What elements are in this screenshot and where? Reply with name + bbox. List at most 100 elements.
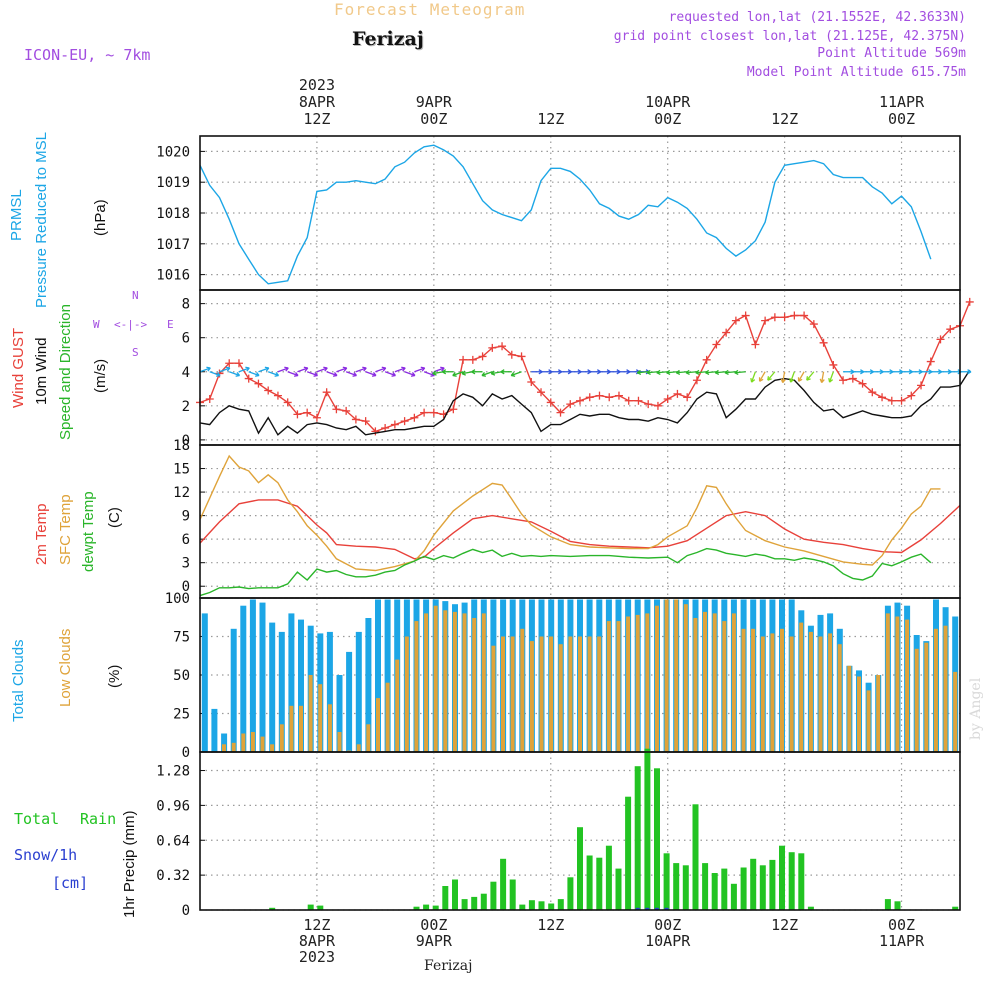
precipitation-bar bbox=[538, 901, 545, 910]
top-time-tick: 10APR 00Z bbox=[628, 94, 708, 128]
time-tick-line: 2023 bbox=[298, 76, 335, 94]
clouds-bar bbox=[664, 599, 669, 752]
clouds-bar bbox=[481, 613, 486, 752]
wind-arrow-head bbox=[666, 369, 671, 376]
gust-marker bbox=[293, 410, 302, 419]
precipitation-bar bbox=[798, 853, 805, 910]
clouds-bar bbox=[336, 675, 343, 752]
gust-marker bbox=[644, 400, 653, 409]
clouds-bar bbox=[703, 611, 707, 752]
clouds-bar bbox=[866, 690, 871, 752]
precipitation-bar bbox=[567, 877, 574, 910]
precipitation-bar bbox=[711, 873, 718, 910]
clouds-bar bbox=[395, 659, 400, 752]
gust-marker bbox=[731, 316, 740, 325]
clouds-bar bbox=[385, 682, 390, 752]
time-tick-line: 10APR bbox=[645, 93, 691, 111]
bottom-time-tick: 00Z 10APR bbox=[628, 917, 708, 949]
wind-arrow bbox=[277, 367, 289, 373]
wind-arrow-head bbox=[206, 366, 211, 372]
precipitation-bar bbox=[625, 796, 632, 910]
precipitation-bar bbox=[788, 852, 795, 910]
gust-marker bbox=[303, 408, 312, 417]
clouds-bar bbox=[731, 613, 736, 752]
clouds-bar bbox=[520, 628, 525, 752]
gust-marker bbox=[634, 396, 643, 405]
wind-arrow-head bbox=[293, 372, 299, 377]
precipitation-bar bbox=[654, 907, 659, 910]
precipitation-bar bbox=[432, 905, 439, 910]
wind-arrow-head bbox=[758, 377, 764, 382]
clouds-bar bbox=[365, 618, 372, 752]
wind-arrow-head bbox=[510, 372, 516, 377]
clouds-bar bbox=[895, 616, 900, 752]
gust-marker bbox=[761, 316, 770, 325]
clouds-bar bbox=[326, 631, 333, 752]
clouds-bar bbox=[876, 675, 881, 752]
compass-w: W bbox=[93, 318, 100, 331]
temperature-panel: 0 3 6 9 12 15 18 bbox=[173, 438, 961, 599]
wind-arrow bbox=[751, 371, 756, 383]
precipitation-bar bbox=[634, 766, 641, 910]
precipitation-bar bbox=[740, 867, 747, 910]
wind-arrow bbox=[685, 371, 697, 374]
wind-arrow bbox=[248, 371, 260, 377]
ytick-label: 0.32 bbox=[156, 868, 190, 884]
time-tick-line: 00Z bbox=[420, 110, 448, 128]
ytick-label: 100 bbox=[165, 591, 190, 607]
gust-marker bbox=[790, 311, 799, 320]
pressure-panel: 1016 1017 1018 1019 1020 bbox=[156, 135, 961, 291]
clouds-bar bbox=[355, 631, 362, 752]
ytick-label: 25 bbox=[173, 707, 190, 723]
gust-marker bbox=[839, 376, 848, 385]
clouds-bar bbox=[260, 736, 265, 752]
wind-arrow-head bbox=[656, 369, 661, 376]
clouds-bar bbox=[558, 644, 563, 752]
gust-marker bbox=[624, 396, 633, 405]
precipitation-bar bbox=[490, 881, 497, 910]
gust-marker bbox=[751, 340, 760, 349]
clouds-bar bbox=[885, 613, 890, 752]
wind-arrow bbox=[336, 367, 347, 373]
clouds-bar bbox=[231, 742, 236, 752]
clouds-bar bbox=[501, 636, 505, 752]
wind-arrow bbox=[287, 371, 299, 377]
clouds-bar bbox=[770, 633, 775, 752]
wind-arrow-head bbox=[819, 378, 825, 384]
clouds-bar bbox=[249, 599, 256, 752]
clouds-bar bbox=[760, 636, 765, 752]
gust-marker bbox=[605, 393, 614, 402]
clouds-bar bbox=[857, 676, 861, 752]
wind-arrow-head bbox=[806, 376, 811, 381]
wind-arrow-head bbox=[255, 372, 260, 377]
clouds-bar bbox=[491, 645, 496, 752]
wind-arrow bbox=[365, 371, 377, 377]
ytick-label: 15 bbox=[173, 462, 190, 478]
clouds-bar bbox=[712, 613, 717, 752]
gust-marker bbox=[351, 415, 360, 424]
clouds-bar bbox=[279, 724, 284, 752]
gust-marker bbox=[917, 381, 926, 390]
gust-marker bbox=[381, 423, 390, 432]
wind-arrow bbox=[481, 371, 493, 377]
wind-arrow-head bbox=[342, 366, 348, 372]
time-tick-line: 9APR bbox=[415, 932, 452, 950]
clouds-bar bbox=[953, 671, 958, 752]
precipitation-bar bbox=[452, 879, 458, 910]
clouds-bar bbox=[327, 704, 332, 752]
clouds-bar bbox=[259, 602, 266, 752]
ytick-label: 4 bbox=[182, 365, 190, 381]
gust-marker bbox=[205, 395, 214, 404]
precipitation-bar bbox=[664, 907, 669, 910]
clouds-bar bbox=[799, 622, 804, 752]
clouds-bar bbox=[693, 618, 698, 752]
time-tick-line: 00Z bbox=[887, 110, 916, 128]
gust-marker bbox=[780, 313, 789, 322]
wind-arrow-head bbox=[780, 378, 786, 384]
series-line bbox=[199, 369, 971, 436]
wind-arrow-head bbox=[391, 372, 396, 377]
gust-marker bbox=[507, 350, 516, 359]
wind-arrow bbox=[676, 371, 688, 374]
top-time-tick: 12Z bbox=[511, 111, 591, 128]
wind-arrow bbox=[695, 371, 707, 374]
